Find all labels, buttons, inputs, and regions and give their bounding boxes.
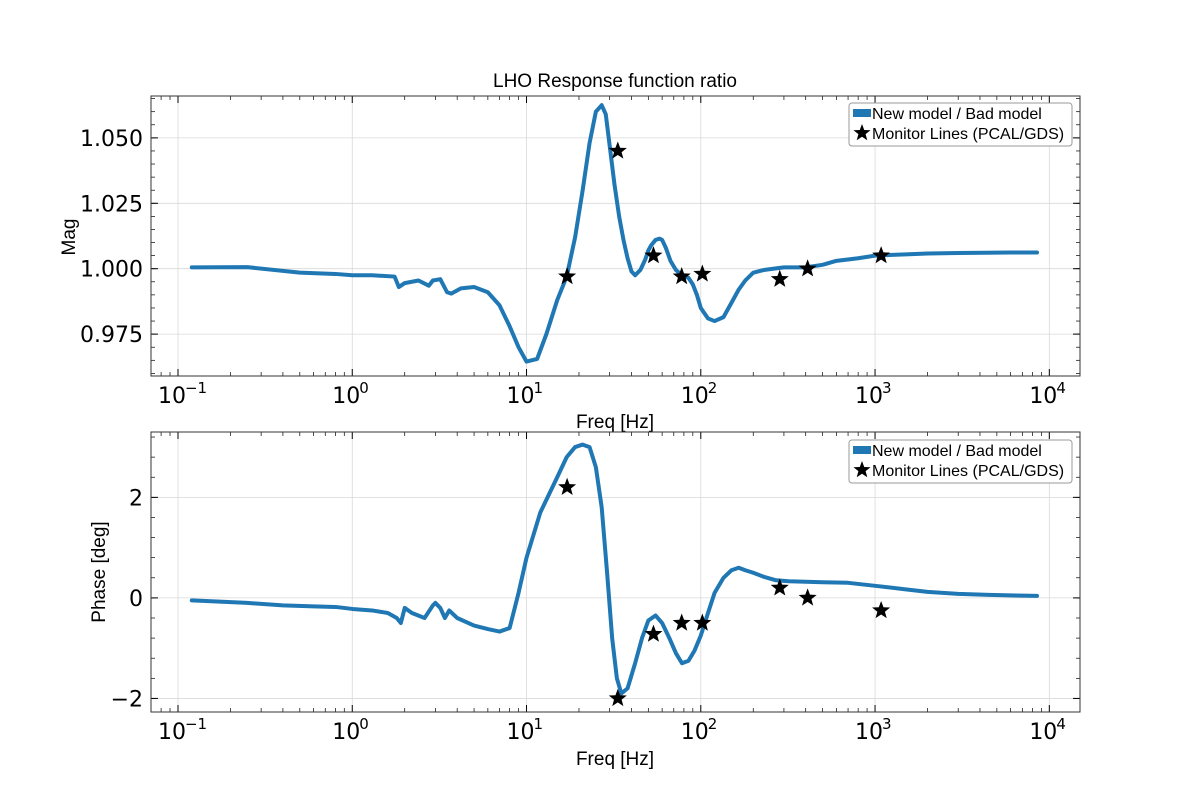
- phase-legend-series-label: New model / Bad model: [872, 443, 1042, 460]
- mag-plot-frame: [150, 95, 1081, 377]
- monitor-line-marker: [872, 600, 891, 619]
- phase-legend-line-swatch: [853, 446, 871, 454]
- y-tick-label: 1.025: [80, 192, 143, 217]
- mag-legend-line-swatch: [853, 109, 871, 117]
- x-tick-label: 10: [855, 720, 883, 745]
- monitor-line-marker: [608, 141, 627, 159]
- y-tick-label: 2: [129, 486, 143, 511]
- x-tick-label-exponent: 1: [534, 379, 544, 397]
- x-tick-label: 10: [158, 384, 186, 409]
- model-ratio-line: [189, 442, 1040, 696]
- figure-title: LHO Response function ratio: [493, 71, 737, 92]
- phase-plot-frame: [150, 431, 1081, 713]
- x-tick-label-exponent: 1: [534, 715, 544, 733]
- y-tick-label: 0.975: [80, 323, 143, 348]
- x-tick-label-exponent: −1: [185, 715, 207, 733]
- monitor-line-marker: [644, 246, 663, 264]
- monitor-line-marker: [644, 624, 663, 642]
- monitor-line-marker: [798, 259, 817, 277]
- x-tick-label-exponent: 4: [1056, 379, 1066, 397]
- x-tick-label: 10: [507, 384, 535, 409]
- legend-star-marker: [853, 461, 871, 478]
- y-tick-label: 1.000: [80, 258, 143, 283]
- x-tick-label: 10: [507, 720, 535, 745]
- monitor-line-marker: [693, 613, 712, 631]
- monitor-line-marker: [672, 613, 691, 631]
- x-tick-label-exponent: 3: [882, 715, 892, 733]
- monitor-line-marker: [770, 269, 789, 287]
- monitor-line-marker: [872, 246, 891, 264]
- x-tick-label: 10: [158, 720, 186, 745]
- x-tick-label-exponent: 3: [882, 379, 892, 397]
- y-tick-label: 1.050: [80, 127, 143, 152]
- x-tick-label: 10: [681, 384, 709, 409]
- phase-legend-star-swatch: [853, 461, 871, 478]
- x-tick-label-exponent: 0: [359, 379, 369, 397]
- x-tick-label: 10: [332, 720, 360, 745]
- monitor-line-marker: [608, 688, 627, 707]
- phase-y-axis-label: Phase [deg]: [89, 521, 110, 622]
- x-tick-label: 10: [681, 720, 709, 745]
- mag-legend-series-label: New model / Bad model: [872, 106, 1042, 123]
- x-tick-label: 10: [855, 384, 883, 409]
- mag-x-axis-label: Freq [Hz]: [576, 412, 654, 433]
- phase-legend-monitor-label: Monitor Lines (PCAL/GDS): [872, 463, 1064, 480]
- mag-y-axis-label: Mag: [59, 219, 80, 256]
- monitor-line-marker: [558, 267, 577, 285]
- legend-star-marker: [853, 124, 871, 141]
- x-tick-label: 10: [332, 384, 360, 409]
- x-tick-label-exponent: 4: [1056, 715, 1066, 733]
- phase-legend: New model / Bad model Monitor Lines (PCA…: [848, 439, 1073, 484]
- mag-axes: 10 −1 10 0 10 1 10 2 10 3 10 40.9751.0001.0251.050 …: [59, 95, 1081, 433]
- x-tick-label-exponent: 2: [708, 379, 718, 397]
- mag-legend-monitor-label: Monitor Lines (PCAL/GDS): [872, 126, 1064, 143]
- x-tick-label-exponent: 0: [359, 715, 369, 733]
- x-tick-label-exponent: 2: [708, 715, 718, 733]
- phase-x-axis-label: Freq [Hz]: [576, 749, 654, 770]
- mag-legend-star-swatch: [853, 124, 871, 141]
- mag-legend: New model / Bad model Monitor Lines (PCA…: [848, 102, 1073, 147]
- monitor-line-marker: [558, 477, 577, 495]
- x-tick-label-exponent: −1: [185, 379, 207, 397]
- monitor-line-marker: [672, 267, 691, 285]
- monitor-line-marker: [770, 578, 789, 596]
- y-tick-label: −2: [111, 687, 143, 712]
- monitor-line-marker: [693, 264, 712, 282]
- model-ratio-line: [189, 103, 1040, 364]
- monitor-line-marker: [798, 588, 817, 606]
- x-tick-label: 10: [1029, 720, 1057, 745]
- phase-axes: 10 −1 10 0 10 1 10 2 10 3 10 4−202 Freq [Hz] Phase …: [89, 431, 1081, 770]
- y-tick-label: 0: [129, 587, 143, 612]
- x-tick-label: 10: [1029, 384, 1057, 409]
